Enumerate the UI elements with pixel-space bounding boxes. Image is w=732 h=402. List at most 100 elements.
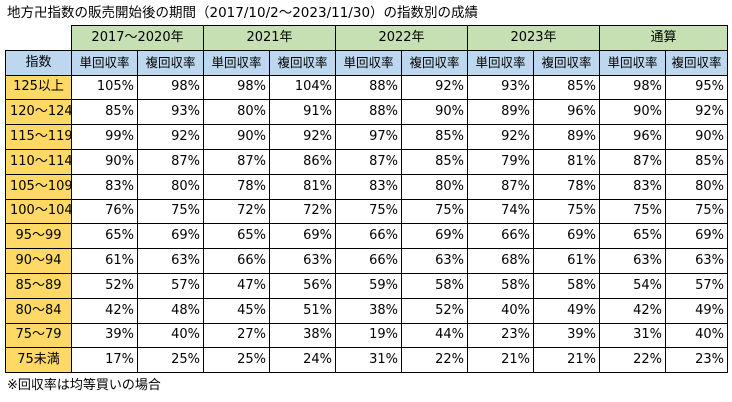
place-return-cell: 69% bbox=[136, 223, 205, 250]
table-row: 90～94 61% 63% 66% 63% 66% 63% 68% 61% 63% 63% bbox=[5, 248, 729, 274]
win-return-cell: 19% bbox=[335, 322, 403, 349]
place-return-cell: 90% bbox=[401, 99, 469, 126]
index-range-cell: 125以上 bbox=[5, 74, 72, 101]
win-return-cell: 31% bbox=[335, 347, 403, 374]
place-return-cell: 38% bbox=[269, 322, 337, 349]
place-return-cell: 75% bbox=[665, 198, 729, 225]
place-return-cell: 95% bbox=[665, 74, 729, 101]
win-return-cell: 85% bbox=[71, 99, 138, 126]
sub-header-win: 単回収率 bbox=[467, 49, 535, 76]
win-return-cell: 105% bbox=[71, 74, 138, 101]
sub-header-win: 単回収率 bbox=[203, 49, 271, 76]
place-return-cell: 85% bbox=[401, 124, 469, 150]
place-return-cell: 86% bbox=[269, 148, 337, 175]
place-return-cell: 85% bbox=[533, 74, 601, 101]
index-range-cell: 110～114 bbox=[5, 148, 72, 175]
win-return-cell: 90% bbox=[599, 99, 667, 126]
place-return-cell: 78% bbox=[533, 173, 601, 200]
win-return-cell: 83% bbox=[599, 173, 667, 200]
sub-header-place: 複回収率 bbox=[533, 49, 601, 76]
win-return-cell: 17% bbox=[71, 347, 138, 374]
place-return-cell: 69% bbox=[533, 223, 601, 250]
sub-header-place: 複回収率 bbox=[401, 49, 469, 76]
place-return-cell: 90% bbox=[665, 124, 729, 150]
win-return-cell: 88% bbox=[335, 74, 403, 101]
win-return-cell: 80% bbox=[203, 99, 271, 126]
win-return-cell: 39% bbox=[71, 322, 138, 349]
win-return-cell: 72% bbox=[203, 198, 271, 225]
win-return-cell: 75% bbox=[335, 198, 403, 225]
sub-header-place: 複回収率 bbox=[269, 49, 337, 76]
place-return-cell: 63% bbox=[269, 248, 337, 274]
place-return-cell: 80% bbox=[665, 173, 729, 200]
win-return-cell: 93% bbox=[467, 74, 535, 101]
win-return-cell: 79% bbox=[467, 148, 535, 175]
index-range-cell: 115～119 bbox=[5, 124, 72, 150]
win-return-cell: 92% bbox=[467, 124, 535, 150]
place-return-cell: 85% bbox=[401, 148, 469, 175]
win-return-cell: 58% bbox=[467, 272, 535, 299]
win-return-cell: 23% bbox=[467, 322, 535, 349]
table-row: 125以上 105% 98% 98% 104% 88% 92% 93% 85% 98% 95% bbox=[5, 74, 729, 101]
win-return-cell: 66% bbox=[467, 223, 535, 250]
period-header: 通算 bbox=[599, 25, 729, 51]
win-return-cell: 88% bbox=[335, 99, 403, 126]
period-header-row: 2017～2020年 2021年 2022年 2023年 通算 bbox=[5, 25, 729, 51]
index-range-cell: 75未満 bbox=[5, 347, 72, 374]
place-return-cell: 98% bbox=[136, 74, 205, 101]
place-return-cell: 40% bbox=[136, 322, 205, 349]
place-return-cell: 49% bbox=[665, 297, 729, 324]
place-return-cell: 75% bbox=[136, 198, 205, 225]
win-return-cell: 22% bbox=[599, 347, 667, 374]
index-range-cell: 105～109 bbox=[5, 173, 72, 200]
win-return-cell: 52% bbox=[71, 272, 138, 299]
win-return-cell: 40% bbox=[467, 297, 535, 324]
place-return-cell: 80% bbox=[136, 173, 205, 200]
win-return-cell: 65% bbox=[203, 223, 271, 250]
place-return-cell: 48% bbox=[136, 297, 205, 324]
index-range-cell: 120～124 bbox=[5, 99, 72, 126]
place-return-cell: 52% bbox=[401, 297, 469, 324]
index-range-cell: 90～94 bbox=[5, 248, 72, 274]
place-return-cell: 69% bbox=[401, 223, 469, 250]
place-return-cell: 23% bbox=[665, 347, 729, 374]
index-range-cell: 80～84 bbox=[5, 297, 72, 324]
place-return-cell: 72% bbox=[269, 198, 337, 225]
footnote: ※回収率は均等買いの場合 bbox=[7, 378, 161, 393]
place-return-cell: 92% bbox=[269, 124, 337, 150]
place-return-cell: 75% bbox=[401, 198, 469, 225]
place-return-cell: 40% bbox=[665, 322, 729, 349]
sub-header-row: 指数 単回収率 複回収率 単回収率 複回収率 単回収率 複回収率 単回収率 複回… bbox=[5, 49, 729, 76]
sub-header-win: 単回収率 bbox=[71, 49, 138, 76]
place-return-cell: 22% bbox=[401, 347, 469, 374]
index-range-cell: 85～89 bbox=[5, 272, 72, 299]
place-return-cell: 63% bbox=[136, 248, 205, 274]
win-return-cell: 90% bbox=[71, 148, 138, 175]
win-return-cell: 42% bbox=[71, 297, 138, 324]
win-return-cell: 76% bbox=[71, 198, 138, 225]
place-return-cell: 92% bbox=[665, 99, 729, 126]
place-return-cell: 104% bbox=[269, 74, 337, 101]
win-return-cell: 21% bbox=[467, 347, 535, 374]
win-return-cell: 74% bbox=[467, 198, 535, 225]
win-return-cell: 66% bbox=[203, 248, 271, 274]
place-return-cell: 51% bbox=[269, 297, 337, 324]
index-range-cell: 100～104 bbox=[5, 198, 72, 225]
win-return-cell: 96% bbox=[599, 124, 667, 150]
place-return-cell: 24% bbox=[269, 347, 337, 374]
place-return-cell: 87% bbox=[136, 148, 205, 175]
win-return-cell: 83% bbox=[71, 173, 138, 200]
place-return-cell: 56% bbox=[269, 272, 337, 299]
win-return-cell: 27% bbox=[203, 322, 271, 349]
results-table: 2017～2020年 2021年 2022年 2023年 通算 指数 単回収率 … bbox=[5, 25, 729, 374]
place-return-cell: 39% bbox=[533, 322, 601, 349]
sub-header-place: 複回収率 bbox=[665, 49, 729, 76]
win-return-cell: 97% bbox=[335, 124, 403, 150]
corner-cell bbox=[5, 25, 72, 51]
place-return-cell: 93% bbox=[136, 99, 205, 126]
period-header: 2022年 bbox=[335, 25, 469, 51]
place-return-cell: 96% bbox=[533, 99, 601, 126]
period-header: 2017～2020年 bbox=[70, 25, 205, 51]
sub-header-place: 複回収率 bbox=[136, 49, 205, 76]
place-return-cell: 63% bbox=[665, 248, 729, 274]
